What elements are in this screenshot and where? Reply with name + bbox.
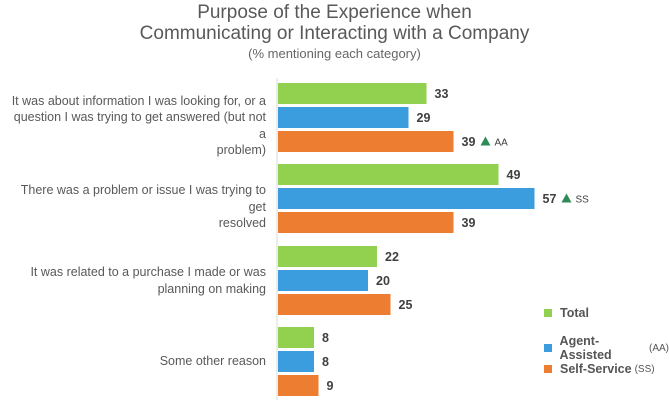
chart-title-line1: Purpose of the Experience when bbox=[197, 2, 472, 23]
bar-self-service bbox=[278, 375, 319, 396]
category-label-line: problem) bbox=[216, 143, 266, 158]
significance-label: SS bbox=[576, 195, 590, 206]
data-label: 20 bbox=[376, 274, 390, 288]
legend-label: Total bbox=[560, 306, 589, 320]
legend-swatch bbox=[544, 309, 552, 317]
legend-item: Agent-Assisted (AA) bbox=[544, 334, 669, 362]
category-label-line: There was a problem or issue I was tryin… bbox=[20, 183, 266, 214]
legend-swatch bbox=[544, 344, 552, 352]
data-label: 22 bbox=[385, 250, 399, 264]
legend-item: Self-Service (SS) bbox=[544, 362, 655, 376]
data-label: 49 bbox=[507, 168, 521, 182]
category-label: Some other reason bbox=[4, 353, 266, 370]
legend-swatch bbox=[544, 365, 552, 373]
bar-total bbox=[278, 83, 427, 104]
data-label: 57 bbox=[543, 192, 557, 206]
category-label-line: It was related to a purchase I made or w… bbox=[30, 265, 266, 279]
data-label: 8 bbox=[322, 355, 329, 369]
bar-self-service bbox=[278, 131, 454, 152]
data-label: 9 bbox=[327, 379, 334, 393]
data-label: 29 bbox=[417, 111, 431, 125]
bar-agent-assisted bbox=[278, 351, 314, 372]
category-label-line: planning on making bbox=[157, 281, 266, 296]
bar-self-service bbox=[278, 294, 391, 315]
data-label: 39 bbox=[462, 216, 476, 230]
legend-label: Self-Service bbox=[560, 362, 632, 376]
category-label-line: It was about information I was looking f… bbox=[11, 93, 266, 108]
legend-label: Agent-Assisted bbox=[559, 334, 612, 362]
category-label: It was about information I was looking f… bbox=[4, 93, 266, 159]
bar-total bbox=[278, 246, 377, 267]
chart-title-line2: Communicating or Interacting with a Comp… bbox=[139, 23, 530, 44]
category-label: It was related to a purchase I made or w… bbox=[4, 264, 266, 297]
legend-tag: (AA) bbox=[649, 342, 669, 354]
data-label: 33 bbox=[435, 87, 449, 101]
legend-item: Total bbox=[544, 306, 589, 320]
bar-agent-assisted bbox=[278, 107, 409, 128]
category-label-line: Some other reason bbox=[159, 354, 266, 369]
bar-total bbox=[278, 164, 499, 185]
category-label-line: resolved bbox=[218, 216, 266, 230]
data-label: 39 bbox=[462, 135, 476, 149]
data-label: 8 bbox=[322, 331, 329, 345]
bar-total bbox=[278, 327, 314, 348]
bar-agent-assisted bbox=[278, 270, 368, 291]
category-label: There was a problem or issue I was tryin… bbox=[4, 182, 266, 232]
significance-up-arrow-icon bbox=[480, 136, 491, 146]
category-label-line: question I was trying to get answered (b… bbox=[13, 110, 266, 141]
significance-up-arrow-icon bbox=[561, 193, 572, 203]
data-label: 25 bbox=[399, 298, 413, 312]
bar-self-service bbox=[278, 212, 454, 233]
chart-subtitle: (% mentioning each category) bbox=[248, 46, 421, 61]
significance-label: AA bbox=[495, 138, 509, 149]
bar-agent-assisted bbox=[278, 188, 535, 209]
legend-tag: (SS) bbox=[634, 363, 655, 375]
